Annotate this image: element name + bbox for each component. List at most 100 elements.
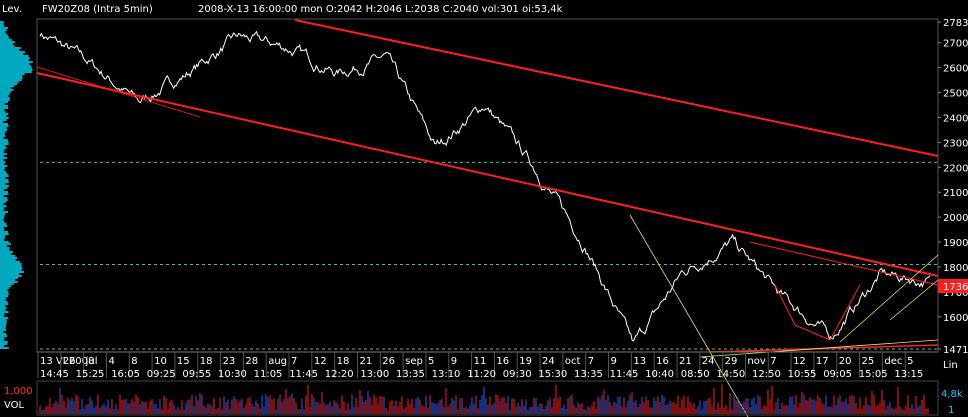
scale-label[interactable]: Lin [943, 360, 958, 371]
last-price-tag-text: 1736 [943, 282, 968, 293]
trend-line[interactable] [294, 19, 939, 157]
date-label: dec [884, 356, 902, 367]
trend-line[interactable] [839, 254, 939, 343]
price-tick-label: 1700 [943, 288, 968, 299]
volume-profile [0, 21, 33, 349]
price-line [39, 30, 931, 342]
time-label: 15:30 [538, 369, 567, 380]
date-label: 9 [451, 356, 457, 367]
date-label: 18 [200, 356, 213, 367]
time-label: 09:30 [503, 369, 532, 380]
time-label: 08:50 [681, 369, 710, 380]
date-label: 5 [907, 356, 913, 367]
time-label: 09:55 [182, 369, 211, 380]
volume-right-max: 4,8k [941, 389, 963, 400]
date-label: nov [747, 356, 765, 367]
trend-line[interactable] [629, 214, 749, 417]
time-label: 13:15 [894, 369, 923, 380]
date-label: 21 [679, 356, 692, 367]
date-label: 8 [131, 356, 137, 367]
date-label: 18 [337, 356, 350, 367]
price-panel-frame [36, 18, 939, 353]
price-tick-label: 2200 [943, 163, 968, 174]
date-label: 28 [245, 356, 258, 367]
date-label: 12 [793, 356, 806, 367]
panel-label: Lev. [2, 4, 22, 15]
date-label: 25 [862, 356, 875, 367]
time-label: 14:50 [716, 369, 745, 380]
time-label: 11:45 [289, 369, 318, 380]
date-label: 13 VI 2008 [40, 356, 94, 367]
trend-line[interactable] [889, 279, 939, 321]
time-label: 11:20 [467, 369, 496, 380]
date-label: 4 [108, 356, 114, 367]
price-tick-label: 2400 [943, 113, 968, 124]
price-tick-label: 1471 [943, 345, 968, 356]
quote-readout: 2008-X-13 16:00:00 mon O:2042 H:2046 L:2… [198, 4, 563, 15]
time-label: 15:25 [76, 369, 105, 380]
price-tick-label: 1800 [943, 263, 968, 274]
time-label: 10:30 [218, 369, 247, 380]
price-tick-label: 1600 [943, 313, 968, 324]
date-label: 7 [291, 356, 297, 367]
volume-panel [36, 380, 939, 416]
date-label: 12 [314, 356, 327, 367]
date-label: 16 [656, 356, 669, 367]
trend-line[interactable] [774, 284, 796, 326]
time-label: 13:10 [432, 369, 461, 380]
time-label: 13:35 [396, 369, 425, 380]
date-label: 24 [542, 356, 555, 367]
time-label: 09:25 [147, 369, 176, 380]
trend-line[interactable] [829, 284, 861, 341]
volume-right-min: 1 [948, 405, 954, 416]
trend-line[interactable] [36, 72, 939, 277]
date-label: 19 [519, 356, 532, 367]
price-tick-label: 1900 [943, 238, 968, 249]
date-label: 5 [428, 356, 434, 367]
date-label: 9 [611, 356, 617, 367]
date-label: oct [565, 356, 581, 367]
time-label: 16:05 [111, 369, 140, 380]
price-tick-label: 2300 [943, 138, 968, 149]
instrument-title: FW20Z08 (Intra 5min) [42, 4, 153, 15]
time-label: 09:05 [823, 369, 852, 380]
price-tick-label: 2600 [943, 64, 968, 75]
volume-left-max: 1,000 [4, 386, 33, 397]
date-label: 13 [633, 356, 646, 367]
date-label: 24 [702, 356, 715, 367]
date-label: 11 [474, 356, 487, 367]
price-series [39, 30, 931, 342]
time-label: 11:05 [254, 369, 283, 380]
trend-line[interactable] [36, 66, 201, 118]
time-label: 13:00 [360, 369, 389, 380]
date-label: 10 [154, 356, 167, 367]
last-price-tag [938, 279, 968, 293]
date-label: 7 [770, 356, 776, 367]
date-label: 26 [63, 356, 76, 367]
trend-drawings[interactable] [36, 19, 939, 417]
price-tick-label: 2500 [943, 89, 968, 100]
trend-line[interactable] [699, 339, 939, 358]
time-label: 12:50 [752, 369, 781, 380]
price-tick-label: 2100 [943, 188, 968, 199]
trend-line[interactable] [749, 241, 939, 286]
time-label: 12:20 [325, 369, 354, 380]
price-tick-label: 2000 [943, 213, 968, 224]
price-tick-label: 2700 [943, 39, 968, 50]
date-label: 21 [359, 356, 372, 367]
trend-line[interactable] [794, 324, 831, 341]
date-label: 7 [588, 356, 594, 367]
time-label: 14:45 [40, 369, 69, 380]
date-label: 17 [816, 356, 829, 367]
time-label: 11:45 [610, 369, 639, 380]
price-axis: 2783 2700 2600 2500 2400 2300 2200 2100 2000 1900… [938, 18, 968, 356]
date-label: sep [405, 356, 423, 367]
price-tick-label: 2783 [943, 18, 968, 29]
volume-label: VOL [4, 400, 25, 411]
date-label: 20 [839, 356, 852, 367]
date-label: aug [268, 356, 287, 367]
date-label: 26 [382, 356, 395, 367]
time-label: 13:35 [574, 369, 603, 380]
